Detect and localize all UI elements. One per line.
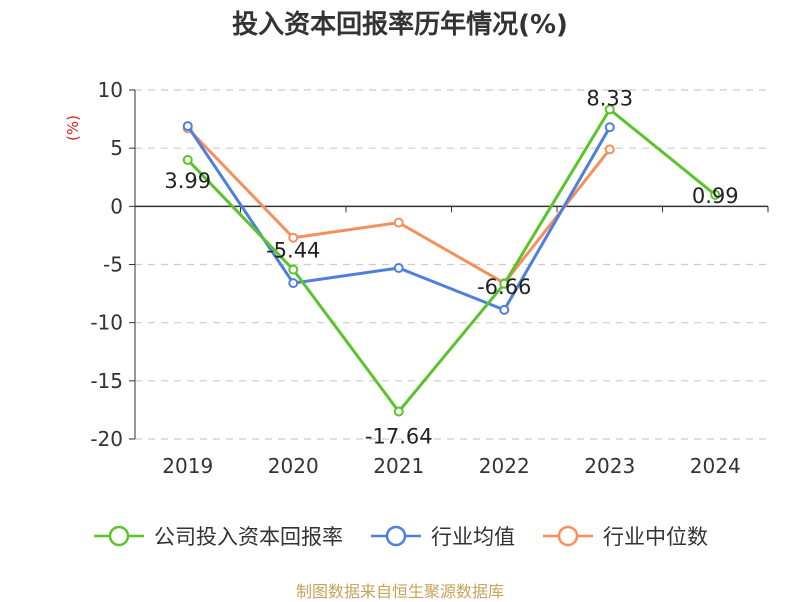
x-tick-label: 2022 [479,454,530,478]
data-label: -6.66 [477,275,531,299]
y-tick-label: -10 [90,311,123,335]
data-point [182,154,193,165]
legend-line-icon [543,525,593,547]
legend-label: 行业均值 [431,525,515,549]
y-axis-label: (%) [64,115,82,141]
y-tick-label: -5 [103,253,123,277]
legend-line-icon [371,525,421,547]
data-point [393,406,404,417]
data-label: 0.99 [692,184,739,208]
data-point [288,264,299,275]
y-tick-label: 10 [98,78,123,102]
legend-label: 公司投入资本回报率 [154,525,343,549]
series-lines [182,104,721,417]
x-tick-label: 2019 [162,454,213,478]
data-point [393,217,404,228]
axes: 10 5 0 -5 -10 -15 -20 2019 2020 2021 2022 2023 2024 (… [64,78,769,478]
data-labels: 3.99 -5.44 -17.64 -6.66 8.33 0.99 [164,86,738,448]
x-tick-label: 2024 [690,454,741,478]
data-point [499,278,510,289]
data-point [182,121,193,132]
data-point [710,189,721,200]
legend-item[interactable]: 行业中位数 [541,521,708,551]
data-point [604,122,615,133]
chart-title: 投入资本回报率历年情况(%) [232,10,568,40]
y-tick-label: 0 [110,194,123,218]
data-label: 3.99 [164,169,211,193]
data-label: -17.64 [365,425,433,449]
data-point [288,278,299,289]
y-tick-label: -20 [90,427,123,451]
grid-lines [135,89,768,440]
legend-item[interactable]: 行业均值 [369,521,515,551]
source-note: 制图数据来自恒生聚源数据库 [295,582,504,601]
x-tick-label: 2023 [584,454,635,478]
y-tick-label: 5 [110,136,123,160]
legend-item[interactable]: 公司投入资本回报率 [92,521,343,551]
data-point [499,304,510,315]
legend-line-icon [94,525,144,547]
y-tick-label: -15 [90,369,123,393]
x-tick-label: 2021 [373,454,424,478]
legend-label: 行业中位数 [603,525,708,549]
data-point [604,104,615,115]
data-label: 8.33 [586,86,633,110]
x-tick-label: 2020 [268,454,319,478]
legend: 公司投入资本回报率 行业均值 行业中位数 [0,518,800,554]
data-point [288,232,299,243]
data-label: -5.44 [266,239,320,263]
data-point [604,144,615,155]
series-line [186,107,717,414]
data-point [393,262,404,273]
